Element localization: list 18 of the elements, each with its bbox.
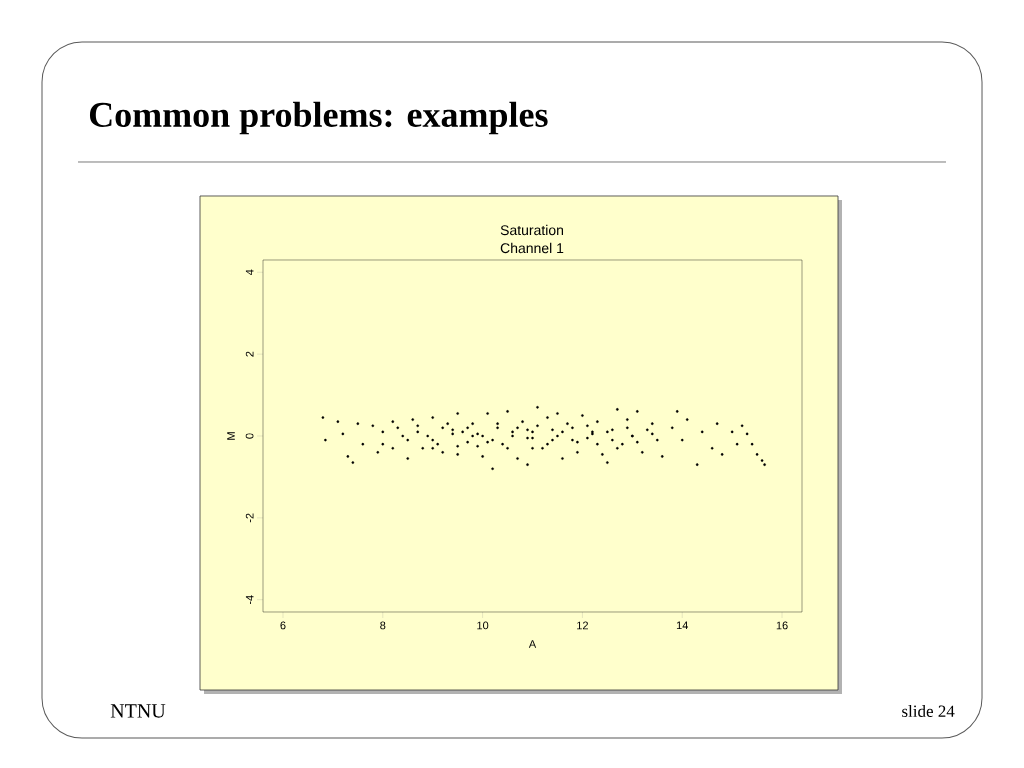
- chart-title: Saturation: [500, 224, 564, 236]
- x-tick-label: 14: [676, 621, 689, 630]
- text: Common problems: examples: [89, 101, 548, 135]
- text: slide 24: [902, 705, 955, 717]
- x-tick-label: 12: [577, 621, 588, 630]
- y-tick-label: 0: [245, 433, 254, 439]
- y-tick-label: -2: [245, 513, 254, 523]
- x-tick-label: 10: [477, 621, 489, 630]
- x-tick-label: 8: [380, 621, 386, 630]
- chart-subtitle: Channel 1: [500, 242, 564, 254]
- y-axis-title: M: [227, 432, 235, 440]
- y-tick-label: 2: [245, 351, 254, 357]
- x-tick-label: 16: [776, 621, 788, 630]
- y-tick-label: 4: [245, 269, 254, 276]
- x-tick-label: 6: [280, 621, 286, 630]
- x-axis-title: A: [528, 640, 537, 648]
- text: NTNU: [110, 704, 166, 718]
- y-tick-label: -4: [245, 595, 254, 605]
